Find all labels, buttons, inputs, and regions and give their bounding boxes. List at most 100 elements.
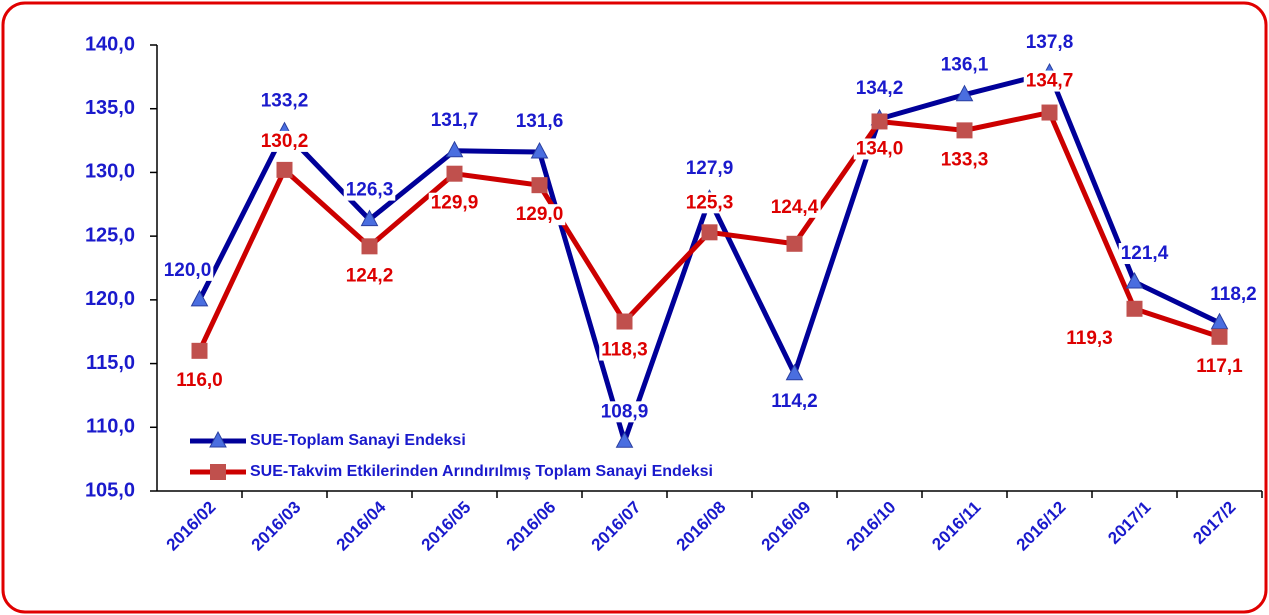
value-label: 120,0 — [164, 260, 212, 281]
value-label-group: 119,3 — [1064, 327, 1115, 349]
marker — [1125, 271, 1144, 289]
value-label-group: 118,2 — [1208, 283, 1259, 305]
value-label-bg — [258, 90, 311, 112]
marker — [276, 161, 293, 178]
value-label-group: 134,2 — [853, 77, 906, 99]
marker — [616, 313, 633, 330]
marker — [956, 122, 973, 139]
value-label-bg — [343, 179, 396, 201]
value-label-bg — [1023, 70, 1076, 92]
value-label-group: 129,9 — [428, 192, 481, 214]
marker — [360, 209, 379, 227]
marker — [871, 113, 888, 130]
value-label-bg — [683, 192, 736, 214]
y-tick-label: 120,0 — [85, 288, 135, 310]
marker — [1210, 312, 1229, 330]
value-label-bg — [769, 390, 820, 412]
value-label-bg — [598, 401, 651, 423]
marker — [531, 177, 548, 194]
y-tick-label: 135,0 — [85, 97, 135, 119]
value-label-bg — [683, 158, 736, 180]
value-label: 117,1 — [1196, 356, 1243, 377]
value-label-group: 134,7 — [1023, 70, 1076, 92]
marker — [446, 165, 463, 182]
value-label: 124,2 — [346, 265, 394, 286]
value-label: 116,0 — [176, 370, 223, 391]
value-label-bg — [599, 339, 650, 361]
value-label-group: 124,2 — [343, 265, 396, 287]
value-label: 125,3 — [686, 192, 734, 213]
value-label-group: 116,0 — [174, 369, 225, 391]
value-label-group: 131,6 — [513, 111, 566, 133]
value-label: 129,0 — [516, 204, 564, 225]
value-label-bg — [853, 77, 906, 99]
value-label: 108,9 — [601, 401, 649, 422]
value-label: 131,7 — [431, 110, 479, 131]
value-label: 134,2 — [856, 78, 904, 99]
value-label: 124,4 — [771, 197, 819, 218]
value-label-group: 125,3 — [683, 192, 736, 214]
value-label-bg — [343, 265, 396, 287]
value-label: 137,8 — [1026, 32, 1074, 53]
value-label: 118,3 — [601, 340, 648, 361]
marker — [530, 141, 549, 159]
y-tick-label: 140,0 — [85, 33, 135, 55]
value-label-group: 124,4 — [768, 196, 821, 218]
value-label-group: 131,7 — [428, 109, 481, 131]
y-tick-label: 110,0 — [86, 416, 135, 438]
value-label: 134,7 — [1026, 71, 1074, 92]
marker — [361, 238, 378, 255]
y-tick-label: 130,0 — [85, 161, 135, 183]
legend-marker — [210, 464, 226, 480]
value-label-group: 108,9 — [598, 401, 651, 423]
value-label-bg — [1208, 283, 1259, 305]
y-tick-label: 105,0 — [85, 479, 135, 501]
marker — [445, 140, 464, 158]
value-label-bg — [938, 54, 991, 76]
value-label: 131,6 — [516, 111, 564, 132]
value-label-bg — [1194, 355, 1246, 377]
value-label-group: 127,9 — [683, 158, 736, 180]
marker — [786, 235, 803, 252]
value-label-bg — [1023, 32, 1076, 54]
value-label-group: 133,2 — [258, 90, 311, 112]
value-label: 118,2 — [1210, 284, 1257, 305]
value-label: 121,4 — [1121, 243, 1169, 264]
marker — [785, 363, 804, 381]
value-label: 133,2 — [261, 91, 309, 112]
marker — [701, 224, 718, 241]
value-label: 127,9 — [686, 158, 734, 179]
value-label-group: 126,3 — [343, 179, 396, 201]
value-label-bg — [513, 111, 566, 133]
value-label: 126,3 — [346, 180, 394, 201]
value-label-bg — [513, 204, 566, 226]
value-label-bg — [853, 138, 906, 160]
value-label-group: 129,0 — [513, 204, 566, 226]
value-label: 114,2 — [771, 391, 818, 412]
y-tick-label: 115,0 — [86, 352, 135, 374]
value-label-group: 133,3 — [938, 149, 991, 171]
value-label: 119,3 — [1066, 328, 1113, 349]
value-label-group: 121,4 — [1118, 243, 1171, 265]
marker — [615, 431, 634, 448]
value-label-group: 117,1 — [1194, 355, 1246, 377]
value-label-bg — [1118, 243, 1171, 265]
value-label-group: 118,3 — [599, 339, 650, 361]
marker — [190, 289, 209, 307]
value-label-group: 136,1 — [938, 54, 991, 76]
marker — [955, 84, 974, 102]
value-label-bg — [258, 130, 311, 152]
value-label-group: 130,2 — [258, 130, 311, 152]
value-label-group: 120,0 — [161, 259, 214, 281]
legend-marker — [209, 430, 227, 448]
value-label-bg — [174, 369, 225, 391]
value-label: 133,3 — [941, 149, 989, 170]
value-label-bg — [1064, 327, 1115, 349]
marker — [191, 342, 208, 359]
value-label: 134,0 — [856, 138, 904, 159]
y-tick-label: 125,0 — [85, 224, 135, 246]
marker — [1211, 328, 1228, 345]
value-label-bg — [161, 259, 214, 281]
value-label: 136,1 — [941, 55, 989, 76]
